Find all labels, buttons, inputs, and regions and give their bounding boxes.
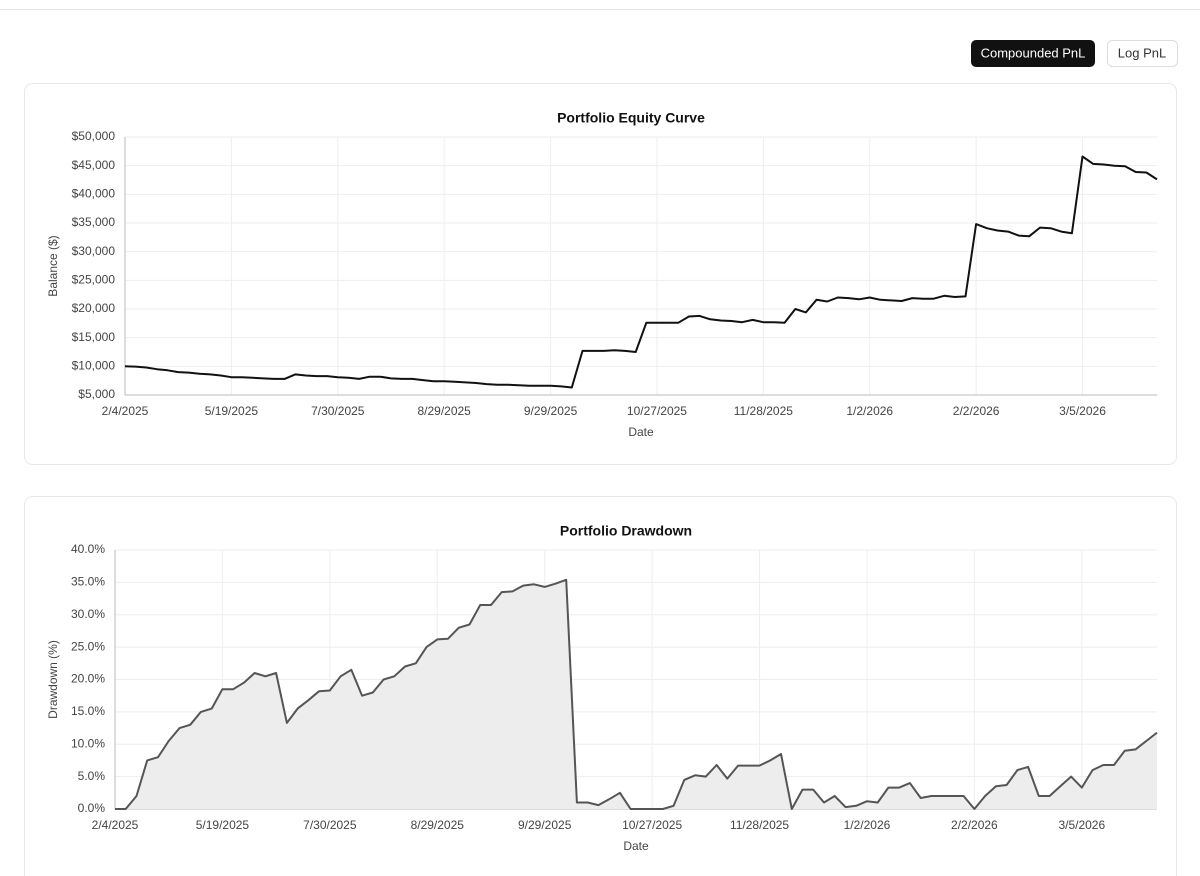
x-tick-label: 1/2/2026 (844, 818, 891, 832)
y-tick-label: $15,000 (72, 330, 116, 344)
y-tick-label: $10,000 (72, 359, 116, 373)
y-tick-label: 30.0% (71, 607, 105, 621)
x-tick-label: 7/30/2025 (311, 404, 365, 418)
y-tick-label: $30,000 (72, 244, 116, 258)
y-tick-label: 10.0% (71, 736, 105, 750)
x-tick-label: 11/28/2025 (730, 818, 789, 832)
x-tick-label: 3/5/2026 (1058, 818, 1105, 832)
x-tick-label: 3/5/2026 (1059, 404, 1106, 418)
y-tick-label: $50,000 (72, 129, 116, 143)
chart-title: Portfolio Drawdown (560, 523, 692, 539)
x-tick-label: 8/29/2025 (411, 818, 465, 832)
y-tick-label: $45,000 (72, 158, 116, 172)
y-tick-label: 35.0% (71, 575, 105, 589)
button-label[interactable]: Compounded PnL (981, 45, 1086, 60)
x-axis-title: Date (628, 425, 654, 439)
y-axis-title: Drawdown (%) (46, 640, 60, 719)
button-log[interactable] (1107, 40, 1178, 67)
x-tick-label: 10/27/2025 (627, 404, 687, 418)
button-label[interactable]: Log PnL (1118, 45, 1166, 60)
y-tick-label: 5.0% (78, 769, 106, 783)
x-tick-label: 11/28/2025 (734, 404, 793, 418)
y-tick-label: 15.0% (71, 704, 105, 718)
chart-title: Portfolio Equity Curve (557, 110, 705, 126)
chart-card (24, 83, 1177, 465)
y-tick-label: $5,000 (78, 387, 115, 401)
series-line (124, 155, 1158, 389)
y-tick-label: 40.0% (71, 542, 105, 556)
x-tick-label: 2/2/2026 (953, 404, 1000, 418)
x-tick-label: 9/29/2025 (518, 818, 572, 832)
x-tick-label: 1/2/2026 (846, 404, 893, 418)
x-tick-label: 9/29/2025 (524, 404, 578, 418)
area-fill (115, 579, 1157, 809)
y-tick-label: 0.0% (78, 801, 106, 815)
y-tick-label: $40,000 (72, 187, 116, 201)
x-tick-label: 7/30/2025 (303, 818, 357, 832)
x-axis-title: Date (623, 839, 649, 853)
series-line (115, 578, 1158, 810)
y-tick-label: $35,000 (72, 215, 116, 229)
y-tick-label: 20.0% (71, 672, 105, 686)
x-tick-label: 2/4/2025 (102, 404, 149, 418)
x-tick-label: 10/27/2025 (622, 818, 682, 832)
x-tick-label: 2/2/2026 (951, 818, 998, 832)
x-tick-label: 2/4/2025 (92, 818, 139, 832)
button-compounded[interactable] (971, 40, 1095, 67)
y-axis-title: Balance ($) (46, 235, 60, 296)
x-tick-label: 8/29/2025 (417, 404, 471, 418)
y-tick-label: $20,000 (72, 301, 116, 315)
x-tick-label: 5/19/2025 (196, 818, 250, 832)
x-tick-label: 5/19/2025 (205, 404, 259, 418)
y-tick-label: $25,000 (72, 273, 116, 287)
y-tick-label: 25.0% (71, 639, 105, 653)
